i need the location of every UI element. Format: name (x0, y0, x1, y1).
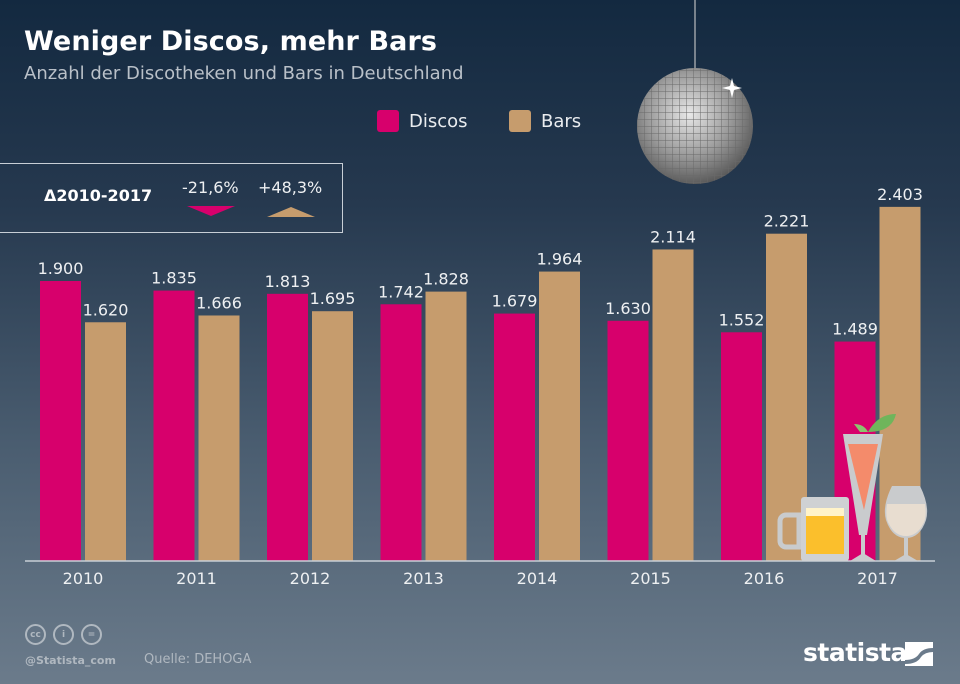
delta-box (0, 163, 343, 233)
nd-icon: = (81, 624, 102, 645)
data-label-discos-2014: 1.679 (492, 292, 538, 311)
bar-bars-2013 (425, 291, 467, 561)
x-tick-label-2013: 2013 (403, 569, 444, 588)
source-note: Quelle: DEHOGA (144, 652, 252, 667)
down-arrow-icon (187, 206, 235, 216)
disco-ball-icon (637, 0, 753, 184)
bar-bars-2010 (85, 322, 126, 561)
x-tick-label-2012: 2012 (290, 569, 331, 588)
bar-bars-2015 (652, 249, 694, 561)
data-label-discos-2012: 1.813 (265, 272, 311, 291)
legend-label-discos: Discos (409, 110, 468, 132)
data-label-bars-2013: 1.828 (423, 270, 469, 289)
bar-bars-2012 (312, 311, 353, 561)
legend-item-bars: Bars (509, 110, 581, 132)
data-label-discos-2016: 1.552 (719, 310, 765, 329)
delta-label: Δ2010-2017 (44, 186, 153, 205)
bar-discos-2014 (494, 313, 535, 561)
data-label-bars-2017: 2.403 (877, 185, 923, 204)
bar-discos-2012 (267, 293, 308, 561)
bar-bars-2016 (766, 233, 807, 561)
data-label-discos-2010: 1.900 (38, 259, 84, 278)
bar-discos-2010 (40, 281, 81, 561)
data-label-discos-2015: 1.630 (605, 299, 651, 318)
legend-swatch-discos (377, 110, 399, 132)
x-tick-label-2016: 2016 (744, 569, 785, 588)
legend-swatch-bars (509, 110, 531, 132)
license-icons: cc i = (25, 624, 102, 645)
x-tick-label-2015: 2015 (630, 569, 671, 588)
legend-label-bars: Bars (541, 110, 582, 132)
drinks-icon (777, 414, 928, 561)
cc-icon: cc (25, 624, 46, 645)
legend-item-discos: Discos (377, 110, 468, 132)
x-tick-label-2017: 2017 (857, 569, 898, 588)
x-tick-label-2011: 2011 (176, 569, 217, 588)
chart-title: Weniger Discos, mehr Bars (24, 26, 438, 57)
statista-handle[interactable]: @Statista_com (25, 654, 116, 667)
data-label-bars-2016: 2.221 (764, 212, 810, 231)
delta-discos-value: -21,6% (182, 178, 239, 197)
statista-logo-text[interactable]: statista (803, 638, 907, 667)
data-label-bars-2010: 1.620 (83, 300, 129, 319)
chart-subtitle: Anzahl der Discotheken und Bars in Deuts… (24, 63, 464, 84)
statista-logo-icon (905, 642, 933, 666)
data-label-bars-2015: 2.114 (650, 227, 696, 246)
data-label-bars-2011: 1.666 (196, 293, 242, 312)
x-tick-label-2010: 2010 (63, 569, 104, 588)
by-icon: i (53, 624, 74, 645)
bar-discos-2013 (380, 304, 422, 561)
bar-discos-2015 (607, 320, 649, 561)
data-label-bars-2012: 1.695 (310, 289, 356, 308)
bar-bars-2014 (539, 271, 580, 561)
bar-discos-2011 (153, 290, 195, 561)
sparkle-icon (722, 78, 742, 98)
data-label-bars-2014: 1.964 (537, 250, 583, 269)
data-label-discos-2013: 1.742 (378, 282, 424, 301)
bar-discos-2016 (721, 332, 762, 561)
x-tick-label-2014: 2014 (517, 569, 558, 588)
delta-bars-value: +48,3% (258, 178, 323, 197)
bar-bars-2011 (198, 315, 240, 561)
data-label-discos-2011: 1.835 (151, 269, 197, 288)
up-arrow-icon (267, 207, 315, 217)
data-label-discos-2017: 1.489 (832, 320, 878, 339)
